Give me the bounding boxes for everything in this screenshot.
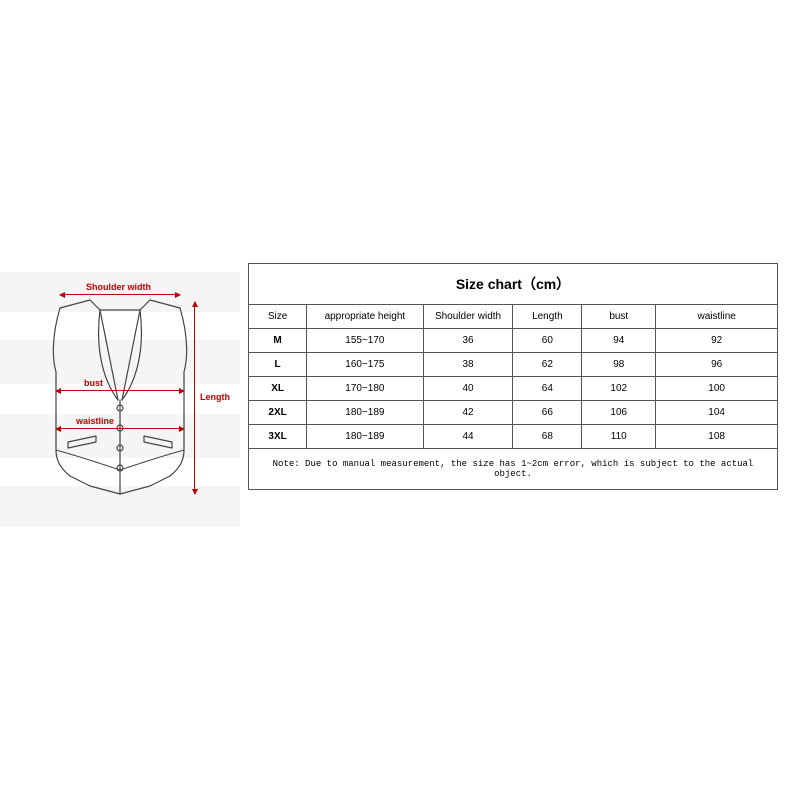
table-body: M155~17036609492L160~17538629896XL170~18… [249, 329, 778, 449]
dim-label-shoulder: Shoulder width [86, 282, 151, 292]
table-cell-shw: 38 [423, 353, 513, 377]
table-cell-shw: 36 [423, 329, 513, 353]
dim-arrow-length [194, 302, 195, 494]
table-cell-size: M [249, 329, 307, 353]
table-cell-bust: 102 [582, 377, 656, 401]
table-header-waist: waistline [656, 305, 778, 329]
vest-outline [30, 280, 210, 510]
table-row: L160~17538629896 [249, 353, 778, 377]
table-cell-shw: 42 [423, 401, 513, 425]
table-row: M155~17036609492 [249, 329, 778, 353]
table-cell-length: 62 [513, 353, 582, 377]
dim-arrow-bust [56, 390, 184, 391]
table-cell-waist: 100 [656, 377, 778, 401]
table-cell-waist: 108 [656, 425, 778, 449]
table-header-length: Length [513, 305, 582, 329]
dim-label-length: Length [200, 392, 230, 402]
table-cell-waist: 96 [656, 353, 778, 377]
table-header-size: Size [249, 305, 307, 329]
table-cell-shw: 40 [423, 377, 513, 401]
table-row: 2XL180~1894266106104 [249, 401, 778, 425]
table-row: XL170~1804064102100 [249, 377, 778, 401]
table-cell-length: 64 [513, 377, 582, 401]
size-table-container: Size chart（cm） Sizeappropriate heightSho… [248, 263, 778, 490]
table-cell-size: 2XL [249, 401, 307, 425]
table-note: Note: Due to manual measurement, the siz… [249, 449, 778, 490]
table-header-height: appropriate height [307, 305, 423, 329]
table-title: Size chart（cm） [249, 264, 778, 305]
dim-arrow-shoulder [60, 294, 180, 295]
table-cell-bust: 98 [582, 353, 656, 377]
table-cell-bust: 106 [582, 401, 656, 425]
table-cell-size: 3XL [249, 425, 307, 449]
table-header-shw: Shoulder width [423, 305, 513, 329]
vest-diagram: Shoulder width bust waistline Length [30, 280, 210, 510]
table-cell-height: 180~189 [307, 401, 423, 425]
dim-label-waistline: waistline [76, 416, 114, 426]
table-cell-waist: 104 [656, 401, 778, 425]
size-table: Size chart（cm） Sizeappropriate heightSho… [248, 263, 778, 490]
table-cell-bust: 94 [582, 329, 656, 353]
table-row: 3XL180~1894468110108 [249, 425, 778, 449]
table-cell-size: XL [249, 377, 307, 401]
table-cell-length: 60 [513, 329, 582, 353]
table-cell-size: L [249, 353, 307, 377]
canvas: Shoulder width bust waistline Length Siz… [0, 0, 800, 800]
dim-arrow-waistline [56, 428, 184, 429]
table-cell-waist: 92 [656, 329, 778, 353]
table-cell-bust: 110 [582, 425, 656, 449]
table-cell-length: 66 [513, 401, 582, 425]
dim-label-bust: bust [84, 378, 103, 388]
table-cell-height: 160~175 [307, 353, 423, 377]
table-cell-length: 68 [513, 425, 582, 449]
table-cell-height: 170~180 [307, 377, 423, 401]
table-header-row: Sizeappropriate heightShoulder widthLeng… [249, 305, 778, 329]
table-cell-height: 180~189 [307, 425, 423, 449]
table-cell-shw: 44 [423, 425, 513, 449]
table-cell-height: 155~170 [307, 329, 423, 353]
table-header-bust: bust [582, 305, 656, 329]
